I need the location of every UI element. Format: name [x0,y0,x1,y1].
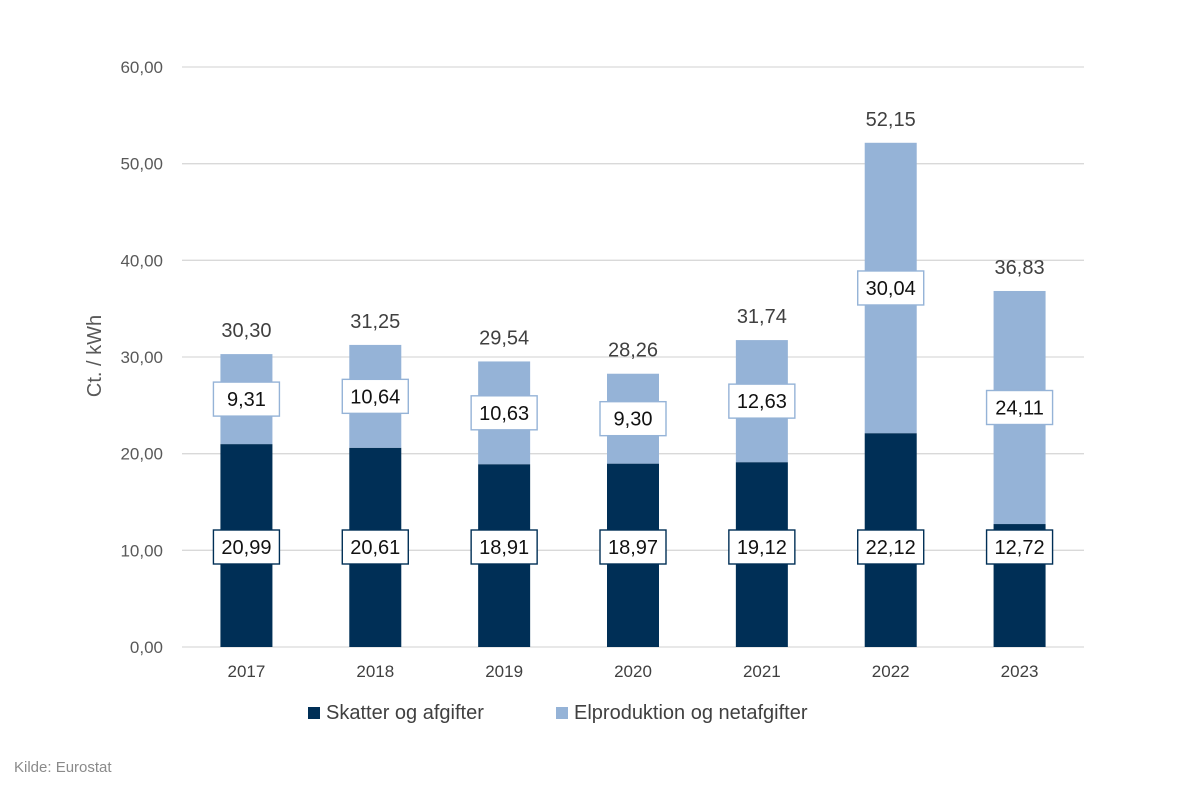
total-label: 31,25 [350,311,400,333]
data-label: 10,64 [341,378,409,415]
data-label-box [599,529,667,565]
data-label-text: 20,61 [350,537,400,559]
total-label: 28,26 [608,340,658,362]
data-label: 9,31 [212,381,281,417]
data-label: 19,12 [728,529,796,565]
total-label: 52,15 [866,109,916,131]
data-label-box [341,529,409,565]
data-label-box [341,378,409,415]
source-note: Kilde: Eurostat [14,759,112,776]
data-label: 30,04 [857,270,925,306]
total-label: 30,30 [221,320,271,342]
data-label: 20,99 [212,529,281,565]
legend-label: Elproduktion og netafgifter [574,702,808,724]
legend: Skatter og afgifter Elproduktion og netaf… [308,702,808,724]
legend-swatch [308,707,320,719]
data-label: 24,11 [985,389,1054,426]
data-label: 12,63 [728,383,796,419]
data-label-box [470,395,538,431]
data-label-text: 10,63 [479,403,529,425]
total-label: 29,54 [479,327,529,349]
data-label-box [212,381,281,417]
legend-label: Skatter og afgifter [326,702,484,724]
x-tick-label: 2022 [872,662,910,681]
data-label: 12,72 [985,529,1054,565]
y-tick-label: 30,00 [120,348,163,367]
bars: 20,99 9,31 30,30 20,61 10,64 31,25 18,91 10,63 2… [212,109,1054,647]
x-axis-tick-labels: 2017 2018 2019 2020 2021 2022 2023 [228,662,1039,681]
y-tick-label: 40,00 [120,251,163,270]
data-label-box [985,529,1054,565]
data-label-text: 18,97 [608,537,658,559]
data-label-text: 22,12 [866,537,916,559]
data-label-text: 9,31 [227,389,266,411]
x-tick-label: 2017 [228,662,266,681]
data-label-box [985,389,1054,426]
data-label-text: 10,64 [350,386,400,408]
data-label: 9,30 [599,400,667,437]
data-label-text: 12,63 [737,391,787,413]
total-label: 36,83 [995,257,1045,279]
data-label-box [212,529,281,565]
x-tick-label: 2019 [485,662,523,681]
data-label-text: 30,04 [866,278,916,300]
y-tick-label: 0,00 [130,638,163,657]
data-label-box [857,529,925,565]
y-tick-label: 50,00 [120,155,163,174]
data-label: 18,97 [599,529,667,565]
data-label-text: 20,99 [221,537,271,559]
data-label-text: 18,91 [479,537,529,559]
data-label-text: 24,11 [995,398,1044,420]
data-label: 20,61 [341,529,409,565]
data-label: 10,63 [470,395,538,431]
total-label: 31,74 [737,306,787,328]
data-label-box [728,529,796,565]
data-label-text: 9,30 [614,409,653,431]
data-label-box [857,270,925,306]
x-tick-label: 2020 [614,662,652,681]
data-label-text: 12,72 [995,537,1045,559]
y-tick-label: 10,00 [120,541,163,560]
y-axis-tick-labels: 0,00 10,00 20,00 30,00 40,00 50,00 60,00 [120,58,163,657]
y-axis-label: Ct. / kWh [84,315,106,397]
data-label-box [599,400,667,437]
y-tick-label: 60,00 [120,58,163,77]
legend-swatch [556,707,568,719]
x-tick-label: 2023 [1001,662,1039,681]
x-tick-label: 2018 [356,662,394,681]
data-label-text: 19,12 [737,537,787,559]
data-label-box [728,383,796,419]
y-tick-label: 20,00 [120,445,163,464]
x-tick-label: 2021 [743,662,781,681]
data-label: 18,91 [470,529,538,565]
data-label-box [470,529,538,565]
data-label: 22,12 [857,529,925,565]
